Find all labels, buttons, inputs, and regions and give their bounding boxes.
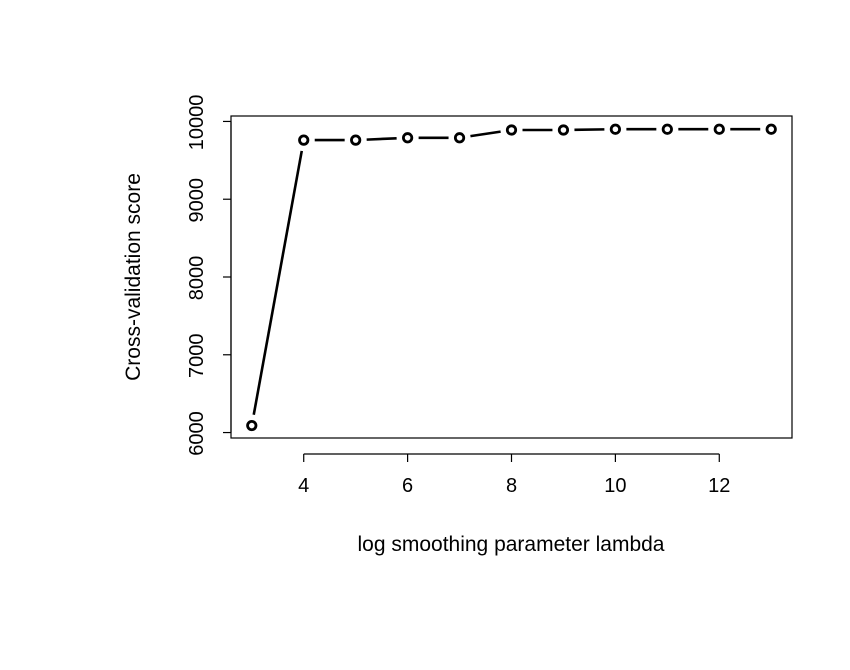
y-tick-label: 10000 [186, 95, 208, 151]
x-tick-label: 8 [506, 475, 517, 497]
data-point [402, 132, 414, 144]
series-line-segment [252, 150, 304, 415]
series-line-segment [366, 136, 397, 141]
plot-frame [230, 115, 793, 439]
data-point [765, 123, 777, 135]
x-tick-label: 6 [402, 475, 413, 497]
data-point [713, 123, 725, 135]
series-line-segments [252, 127, 761, 415]
data-point [298, 134, 310, 146]
data-point [453, 132, 466, 144]
x-axis-title: log smoothing parameter lambda [357, 533, 664, 556]
data-point [505, 124, 518, 136]
y-tick-label: 8000 [186, 256, 208, 301]
y-tick-label: 7000 [186, 334, 208, 379]
x-tick-label: 4 [298, 475, 309, 497]
data-point [246, 419, 258, 432]
x-axis: 4 6 8 10 12 [298, 453, 730, 497]
y-axis: 6000 7000 8000 9000 10000 [186, 95, 232, 456]
x-tick-label: 10 [604, 475, 626, 497]
data-point [350, 134, 362, 146]
x-tick-label: 12 [708, 475, 730, 497]
y-tick-label: 9000 [186, 178, 208, 223]
series-points [246, 123, 777, 432]
data-point [661, 123, 673, 135]
y-axis-title: Cross-validation score [122, 173, 145, 381]
y-tick-label: 6000 [186, 411, 208, 456]
data-point [557, 124, 570, 136]
series-line-segment [470, 130, 501, 138]
data-point [609, 123, 621, 135]
